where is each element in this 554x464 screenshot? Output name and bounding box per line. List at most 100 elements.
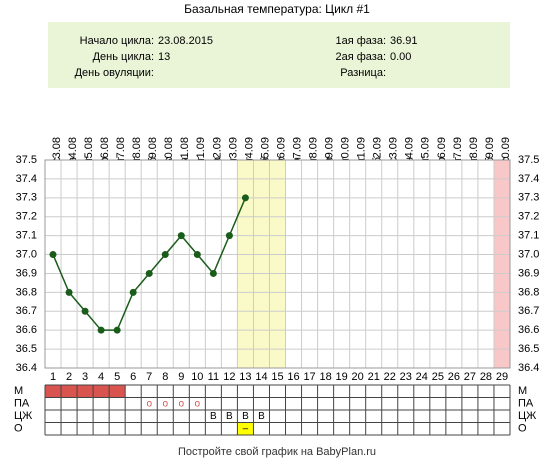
date-label: 26.08 <box>99 137 111 165</box>
row-label: М <box>14 385 23 397</box>
y-tick-label: 36.8 <box>16 286 37 298</box>
y-tick-label: 37.4 <box>16 173 37 185</box>
x-tick-label: 27 <box>464 371 476 383</box>
date-label: 15.09 <box>420 137 432 165</box>
y-tick-label: 36.4 <box>16 362 37 374</box>
row-fill <box>237 422 254 435</box>
date-label: 16.09 <box>436 137 448 165</box>
temp-point <box>209 269 217 277</box>
x-tick-label: 5 <box>114 371 120 383</box>
x-tick-label: 15 <box>271 371 283 383</box>
y-tick-label: 37.2 <box>16 211 37 223</box>
y-tick-label-right: 37.4 <box>518 173 539 185</box>
date-label: 27.08 <box>115 137 127 165</box>
x-tick-label: 1 <box>50 371 56 383</box>
x-tick-label: 4 <box>98 371 104 383</box>
info-label: 2ая фаза: <box>335 51 386 63</box>
date-label: 24.08 <box>67 137 79 165</box>
temp-point <box>161 251 169 259</box>
x-tick-label: 8 <box>162 371 168 383</box>
row-label: О <box>14 423 23 435</box>
row-mark: – <box>243 423 249 434</box>
y-tick-label-right: 36.5 <box>518 343 539 355</box>
date-label: 13.09 <box>388 137 400 165</box>
info-value: 36.91 <box>390 35 418 47</box>
x-tick-label: 6 <box>130 371 136 383</box>
row-mark: В <box>258 411 265 422</box>
y-tick-label-right: 36.4 <box>518 362 539 374</box>
temp-point <box>113 326 121 334</box>
x-tick-label: 29 <box>496 371 508 383</box>
info-label: День цикла: <box>93 51 154 63</box>
temp-point <box>225 232 233 240</box>
y-tick-label-right: 37.3 <box>518 192 539 204</box>
x-tick-label: 14 <box>255 371 267 383</box>
info-label: Начало цикла: <box>80 35 154 47</box>
row-mark: o <box>162 398 168 409</box>
temp-point <box>177 232 185 240</box>
date-label: 06.09 <box>275 137 287 165</box>
x-tick-label: 10 <box>191 371 203 383</box>
x-tick-label: 21 <box>368 371 380 383</box>
date-label: 10.09 <box>340 137 352 165</box>
date-label: 25.08 <box>83 137 95 165</box>
y-tick-label: 37.0 <box>16 248 37 260</box>
info-box <box>48 22 510 88</box>
temp-point <box>65 288 73 296</box>
temp-point <box>241 194 249 202</box>
temp-point <box>97 326 105 334</box>
x-tick-label: 19 <box>336 371 348 383</box>
row-mark: o <box>146 398 152 409</box>
date-label: 31.08 <box>179 137 191 165</box>
info-label: 1ая фаза: <box>335 35 386 47</box>
highlight-band <box>493 160 510 368</box>
date-label: 23.08 <box>51 137 63 165</box>
y-tick-label-right: 37.1 <box>518 230 539 242</box>
x-tick-label: 26 <box>448 371 460 383</box>
y-tick-label-right: 36.9 <box>518 267 539 279</box>
x-tick-label: 23 <box>400 371 412 383</box>
date-label: 05.09 <box>259 137 271 165</box>
row-mark: В <box>226 411 233 422</box>
row-mark: o <box>179 398 185 409</box>
date-label: 04.09 <box>243 137 255 165</box>
date-label: 29.08 <box>147 137 159 165</box>
temp-point <box>49 251 57 259</box>
x-tick-label: 28 <box>480 371 492 383</box>
date-label: 18.09 <box>468 137 480 165</box>
y-tick-label: 36.7 <box>16 305 37 317</box>
temp-point <box>129 288 137 296</box>
x-tick-label: 3 <box>82 371 88 383</box>
row-label-right: М <box>518 385 527 397</box>
date-label: 12.09 <box>372 137 384 165</box>
temp-point <box>81 307 89 315</box>
y-tick-label-right: 37.2 <box>518 211 539 223</box>
date-label: 30.08 <box>163 137 175 165</box>
date-label: 11.09 <box>356 137 368 164</box>
row-mark: o <box>195 398 201 409</box>
temp-point <box>193 251 201 259</box>
y-tick-label: 36.5 <box>16 343 37 355</box>
date-label: 01.09 <box>195 137 207 165</box>
info-label: Разница: <box>340 67 386 79</box>
y-tick-label-right: 36.8 <box>518 286 539 298</box>
row-mark: В <box>210 411 217 422</box>
x-tick-label: 13 <box>239 371 251 383</box>
y-tick-label-right: 36.7 <box>518 305 539 317</box>
date-label: 20.09 <box>500 137 512 165</box>
date-label: 07.09 <box>291 137 303 165</box>
y-tick-label: 36.6 <box>16 324 37 336</box>
info-value: 23.08.2015 <box>158 35 213 47</box>
date-label: 14.09 <box>404 137 416 165</box>
x-tick-label: 17 <box>303 371 315 383</box>
date-label: 08.09 <box>307 137 319 165</box>
plot-border <box>44 159 511 369</box>
y-tick-label: 37.1 <box>16 230 37 242</box>
date-label: 03.09 <box>227 137 239 165</box>
row-label-right: ПА <box>518 398 534 410</box>
x-tick-label: 11 <box>208 371 219 383</box>
x-tick-label: 24 <box>416 371 428 383</box>
x-tick-label: 12 <box>223 371 235 383</box>
x-tick-label: 7 <box>146 371 152 383</box>
